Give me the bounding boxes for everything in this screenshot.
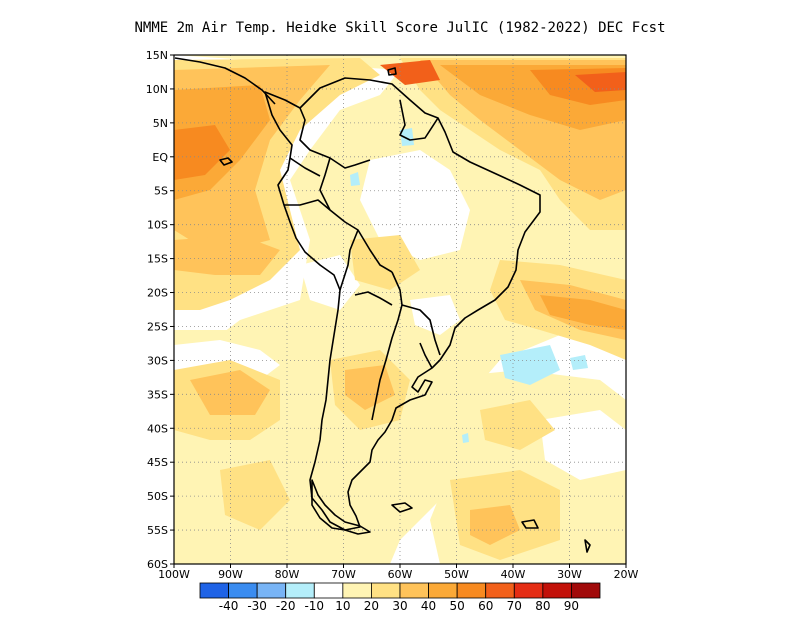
- colorbar-label: 90: [564, 599, 579, 613]
- lat-label: 60S: [147, 558, 168, 571]
- shade-n1-1: [500, 345, 560, 385]
- lat-label: 15N: [146, 49, 168, 62]
- lat-label: 40S: [147, 422, 168, 435]
- coastlines: [174, 57, 591, 553]
- lat-label: 30S: [147, 354, 168, 367]
- lon-label: 70W: [331, 568, 356, 581]
- island-tobago: [387, 67, 397, 76]
- border-9: [399, 99, 439, 141]
- colorbar-swatch: [571, 582, 601, 599]
- colorbar-label: 40: [421, 599, 436, 613]
- border-1: [299, 107, 371, 169]
- border-8: [401, 304, 441, 356]
- lon-label: 80W: [275, 568, 300, 581]
- lat-label: EQ: [152, 151, 168, 164]
- colorbar-label: -40: [219, 599, 239, 613]
- colorbar-swatch: [199, 582, 229, 599]
- lat-label: 5N: [153, 117, 168, 130]
- shade-l2-e2: [480, 400, 555, 450]
- colorbar-label: 10: [335, 599, 350, 613]
- colorbar-swatch: [342, 582, 372, 599]
- colorbar-label: 60: [478, 599, 493, 613]
- shade-n1-3: [350, 172, 360, 186]
- island-galapagos: [219, 157, 233, 166]
- lon-label: 50W: [444, 568, 469, 581]
- lon-label: 40W: [501, 568, 526, 581]
- lat-label: 25S: [147, 320, 168, 333]
- lon-label: 60W: [388, 568, 413, 581]
- latitude-labels: 15N 10N 5N EQ 5S 10S 15S 20S 25S 30S 35S 40S 45S 50S 5…: [146, 49, 174, 571]
- shade-n1-4: [462, 433, 469, 443]
- shade-l3-sw: [190, 370, 270, 415]
- shade-white-5: [410, 295, 460, 335]
- shade-n1-2: [400, 128, 414, 146]
- colorbar-swatch: [399, 582, 429, 599]
- shade-l3-se: [470, 505, 520, 545]
- colorbar-swatch: [285, 582, 315, 599]
- island-south-georgia: [584, 539, 591, 553]
- colorbar-swatch: [542, 582, 572, 599]
- shade-l6-car: [380, 60, 440, 85]
- shade-white-3: [540, 410, 626, 480]
- tierra-del-fuego: [311, 479, 371, 535]
- lat-label: 5S: [154, 185, 168, 198]
- colorbar-label: 70: [507, 599, 522, 613]
- colorbar-swatch: [456, 582, 487, 599]
- island-1: [521, 519, 539, 529]
- shade-l2-s2: [220, 460, 290, 530]
- central-america-coast: [174, 57, 276, 105]
- border-7: [339, 229, 359, 291]
- lon-label: 20W: [614, 568, 639, 581]
- colorbar-swatch: [428, 582, 458, 599]
- colorbar-swatch: [485, 582, 515, 599]
- shade-l4-east: [540, 295, 626, 330]
- shade-l3-peru: [174, 235, 280, 275]
- colorbar: -40 -30 -20 -10 10 20 30 40 50 60 70 80 90: [199, 582, 601, 613]
- map-title: NMME 2m Air Temp. Heidke Skill Score Jul…: [134, 20, 666, 36]
- border-6: [354, 291, 393, 306]
- longitude-labels: 100W 90W 80W 70W 60W 50W 40W 30W 20W: [158, 564, 639, 581]
- border-2: [319, 157, 393, 273]
- lat-label: 55S: [147, 524, 168, 537]
- shade-white-1: [360, 150, 470, 260]
- south-america-coast: [264, 77, 541, 531]
- lat-label: 20S: [147, 287, 168, 300]
- colorbar-swatch: [313, 582, 344, 599]
- shade-l3-sc: [345, 365, 395, 410]
- lon-label: 100W: [158, 568, 190, 581]
- lat-label: 50S: [147, 490, 168, 503]
- shade-l6-atl: [575, 72, 626, 92]
- colorbar-swatch: [513, 582, 544, 599]
- lat-label: 35S: [147, 388, 168, 401]
- lon-label: 30W: [557, 568, 582, 581]
- border-10: [419, 342, 433, 369]
- border-4: [284, 199, 331, 211]
- shade-l5-pac: [174, 125, 230, 180]
- shade-l2-c: [350, 235, 420, 290]
- lat-label: 10S: [147, 219, 168, 232]
- shade-n1-5: [570, 355, 588, 370]
- colorbar-label: -30: [247, 599, 267, 613]
- colorbar-label: -10: [304, 599, 324, 613]
- lat-label: 45S: [147, 456, 168, 469]
- plot-area: [174, 55, 626, 564]
- colorbar-label: -20: [276, 599, 296, 613]
- falklands: [391, 502, 413, 513]
- lat-label: 15S: [147, 253, 168, 266]
- colorbar-label: 20: [364, 599, 379, 613]
- border-3: [289, 157, 321, 177]
- lon-label: 90W: [218, 568, 243, 581]
- colorbar-label: 80: [535, 599, 550, 613]
- shade-white-2: [300, 255, 360, 310]
- colorbar-swatch: [228, 582, 258, 599]
- lat-label: 10N: [146, 83, 168, 96]
- border-5: [371, 271, 403, 421]
- colorbar-swatch: [371, 582, 401, 599]
- colorbar-label: 30: [392, 599, 407, 613]
- colorbar-label: 50: [450, 599, 465, 613]
- colorbar-swatch: [256, 582, 287, 599]
